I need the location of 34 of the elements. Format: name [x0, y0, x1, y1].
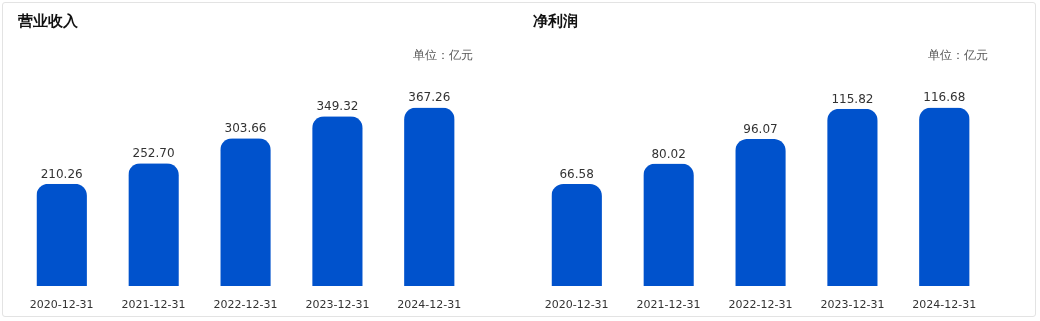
bar — [643, 163, 694, 286]
text: 单位：亿元 — [413, 48, 473, 62]
data-label: 210.26 — [40, 166, 83, 181]
x-tick-label: 2021-12-31 — [121, 297, 186, 311]
x-tick-label: 2020-12-31 — [29, 297, 94, 311]
bar — [220, 138, 271, 286]
bar — [735, 138, 786, 286]
bar — [312, 116, 363, 286]
data-label: 116.68 — [923, 90, 966, 105]
data-label: 303.66 — [224, 121, 267, 136]
data-label: 66.58 — [559, 167, 594, 182]
x-tick-label: 2023-12-31 — [305, 297, 370, 311]
x-tick-label: 2022-12-31 — [213, 297, 278, 311]
chart-title: 净利润 — [533, 12, 578, 30]
data-label: 80.02 — [651, 146, 686, 161]
x-tick-label: 2023-12-31 — [820, 297, 885, 311]
data-label: 349.32 — [316, 99, 359, 114]
chart-title: 营业收入 — [17, 12, 79, 30]
bar — [919, 107, 970, 286]
data-label: 115.82 — [831, 91, 874, 106]
bar — [551, 184, 602, 286]
text: 单位：亿元 — [928, 48, 988, 62]
x-tick-label: 2020-12-31 — [544, 297, 609, 311]
x-tick-label: 2024-12-31 — [912, 297, 977, 311]
data-label: 96.07 — [743, 121, 778, 136]
x-tick-label: 2021-12-31 — [636, 297, 701, 311]
x-tick-label: 2024-12-31 — [397, 297, 462, 311]
bar — [36, 183, 87, 286]
bar — [128, 163, 179, 286]
bar — [404, 107, 455, 286]
x-tick-label: 2022-12-31 — [728, 297, 793, 311]
data-label: 367.26 — [408, 90, 451, 105]
data-label: 252.70 — [132, 146, 175, 161]
bar — [827, 108, 878, 286]
